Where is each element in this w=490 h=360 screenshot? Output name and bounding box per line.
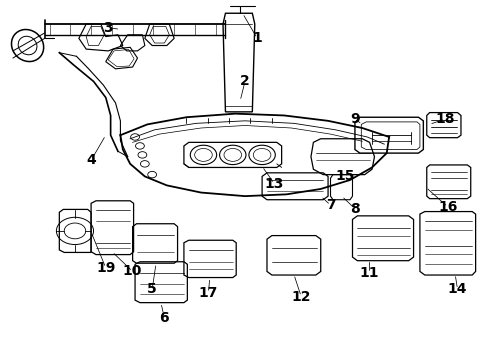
Text: 1: 1 xyxy=(252,31,262,45)
Text: 4: 4 xyxy=(86,153,96,167)
Text: 10: 10 xyxy=(123,265,142,278)
Text: 7: 7 xyxy=(326,198,335,212)
Text: 9: 9 xyxy=(350,112,360,126)
Text: 15: 15 xyxy=(336,170,355,183)
Text: 2: 2 xyxy=(240,75,250,89)
Text: 14: 14 xyxy=(448,282,467,296)
Text: 19: 19 xyxy=(96,261,116,275)
Text: 8: 8 xyxy=(350,202,360,216)
Text: 17: 17 xyxy=(198,286,218,300)
Text: 13: 13 xyxy=(265,177,284,190)
Text: 3: 3 xyxy=(103,21,113,35)
Text: 11: 11 xyxy=(360,266,379,280)
Text: 16: 16 xyxy=(438,200,458,214)
Text: 18: 18 xyxy=(436,112,455,126)
Text: 12: 12 xyxy=(292,289,311,303)
Text: 5: 5 xyxy=(147,282,157,296)
Text: 6: 6 xyxy=(160,311,169,325)
